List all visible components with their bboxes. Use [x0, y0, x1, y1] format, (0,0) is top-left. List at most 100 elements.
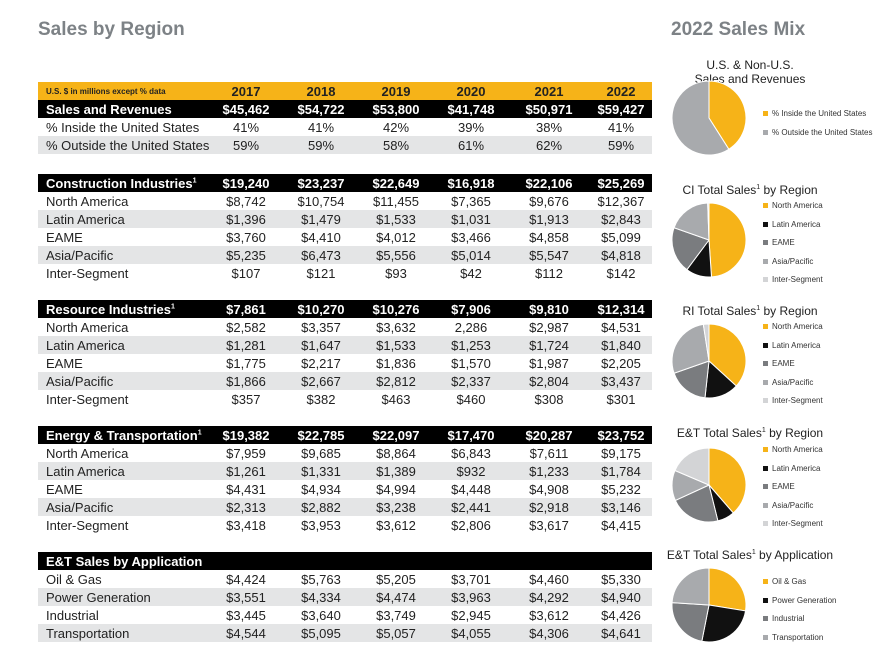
section-total: $23,237	[297, 175, 345, 191]
table-cell: $301	[606, 391, 636, 407]
table-cell: $3,963	[451, 589, 491, 605]
table-cell: $5,205	[376, 571, 416, 587]
table-cell: $5,330	[601, 571, 641, 587]
table-cell: $42	[460, 265, 482, 281]
table-row: Power Generation $3,551 $4,334 $4,474 $3,963…	[38, 588, 652, 606]
table-row: EAME $4,431 $4,934 $4,994 $4,448 $4,908 $5,232	[38, 480, 652, 498]
section-total: $10,276	[372, 301, 420, 317]
table-cell: $1,775	[226, 355, 266, 371]
legend-item: Power Generation	[763, 596, 836, 605]
row-label: Latin America	[46, 337, 125, 353]
row-label: Inter-Segment	[46, 517, 129, 533]
section-total: $7,861	[226, 301, 266, 317]
table-cell: $4,940	[601, 589, 641, 605]
legend-label: Latin America	[772, 219, 821, 229]
table-cell: $5,014	[451, 247, 491, 263]
table-cell: $1,724	[529, 337, 569, 353]
legend-item: North America	[763, 201, 823, 210]
section-title: Energy & Transportation1	[46, 427, 202, 443]
row-label: Industrial	[46, 607, 99, 623]
table-cell: $5,099	[601, 229, 641, 245]
section-total: $59,427	[597, 101, 645, 117]
table-row: Asia/Pacific $5,235 $6,473 $5,556 $5,014 $5,5…	[38, 246, 652, 264]
row-label: EAME	[46, 229, 83, 245]
legend-swatch	[763, 240, 768, 245]
table-cell: $308	[534, 391, 564, 407]
pie-title: CI Total Sales1 by Region	[682, 183, 818, 197]
table-row: Inter-Segment $357 $382 $463 $460 $308 $301	[38, 390, 652, 408]
table-row: Inter-Segment $3,418 $3,953 $3,612 $2,806 $3,…	[38, 516, 652, 534]
table-cell: $4,531	[601, 319, 641, 335]
pie-title: E&T Total Sales1 by Region	[676, 426, 824, 440]
section-title: Construction Industries1	[46, 175, 197, 191]
section-header-row: E&T Sales by Application	[38, 552, 652, 570]
table-cell: $4,908	[529, 481, 569, 497]
table-cell: $1,479	[301, 211, 341, 227]
legend-item: North America	[763, 445, 823, 454]
legend-label: % Outside the United States	[772, 128, 873, 137]
section-total: $22,785	[297, 427, 345, 443]
table-cell: $3,953	[301, 517, 341, 533]
table-cell: $1,866	[226, 373, 266, 389]
legend-swatch	[763, 484, 768, 489]
row-label: % Inside the United States	[46, 119, 200, 135]
table-cell: $8,742	[226, 193, 266, 209]
table-cell: $1,570	[451, 355, 491, 371]
table-cell: $3,749	[376, 607, 416, 623]
table-cell: $4,410	[301, 229, 341, 245]
table-cell: $8,864	[376, 445, 416, 461]
section-total: $19,382	[222, 427, 270, 443]
table-cell: $2,882	[301, 499, 341, 515]
table-cell: $6,473	[301, 247, 341, 263]
table-cell: $12,367	[597, 193, 645, 209]
table-cell: $382	[306, 391, 336, 407]
table-cell: 62%	[535, 137, 563, 153]
legend-label: Asia/Pacific	[772, 377, 814, 387]
legend-label: North America	[772, 201, 823, 210]
row-label: Inter-Segment	[46, 265, 129, 281]
legend-swatch	[763, 447, 768, 452]
table-cell: $3,418	[226, 517, 266, 533]
legend-label: Transportation	[772, 632, 824, 642]
row-label: EAME	[46, 355, 83, 371]
table-cell: $1,533	[376, 211, 416, 227]
legend-label: % Inside the United States	[772, 109, 867, 118]
legend-swatch	[763, 465, 768, 471]
table-cell: $1,784	[601, 463, 641, 479]
legend-swatch	[763, 342, 768, 348]
legend-swatch	[763, 203, 768, 208]
legend-item: Asia/Pacific	[763, 257, 813, 266]
table-cell: $2,667	[301, 373, 341, 389]
pie-title-line: U.S. & Non-U.S.	[706, 58, 794, 72]
sales-mix-title: 2022 Sales Mix	[671, 19, 806, 40]
legend-swatch	[763, 616, 768, 621]
section-total: $41,748	[447, 101, 495, 117]
legend-swatch	[763, 634, 768, 640]
pie-slice	[708, 447, 747, 514]
legend-item: Inter-Segment	[763, 519, 823, 528]
table-row: EAME $1,775 $2,217 $1,836 $1,570 $1,987 $2,205	[38, 354, 652, 372]
table-cell: $1,281	[226, 337, 266, 353]
row-label: Oil & Gas	[46, 571, 102, 587]
table-cell: $6,843	[451, 445, 491, 461]
legend-swatch	[763, 324, 768, 329]
table-cell: $5,095	[301, 625, 341, 641]
table-cell: $2,582	[226, 319, 266, 335]
row-label: North America	[46, 319, 129, 335]
table-cell: $2,812	[376, 373, 416, 389]
pie-slice	[708, 567, 747, 612]
legend-swatch	[763, 258, 768, 264]
table-cell: $2,804	[529, 373, 569, 389]
table-cell: $3,640	[301, 607, 341, 623]
legend-item: EAME	[763, 482, 795, 491]
legend-item: EAME	[763, 359, 795, 368]
row-label: Asia/Pacific	[46, 499, 114, 515]
section-header-row: Construction Industries1 $19,240 $23,237 $2…	[38, 174, 652, 192]
legend-swatch	[763, 277, 768, 282]
section-total: $9,810	[529, 301, 569, 317]
table-cell: $7,959	[226, 445, 266, 461]
table-cell: $460	[456, 391, 486, 407]
table-cell: $1,031	[451, 211, 491, 227]
pie-title: U.S. & Non-U.S. Sales and Revenues	[660, 58, 840, 86]
pie-slice	[671, 80, 730, 156]
